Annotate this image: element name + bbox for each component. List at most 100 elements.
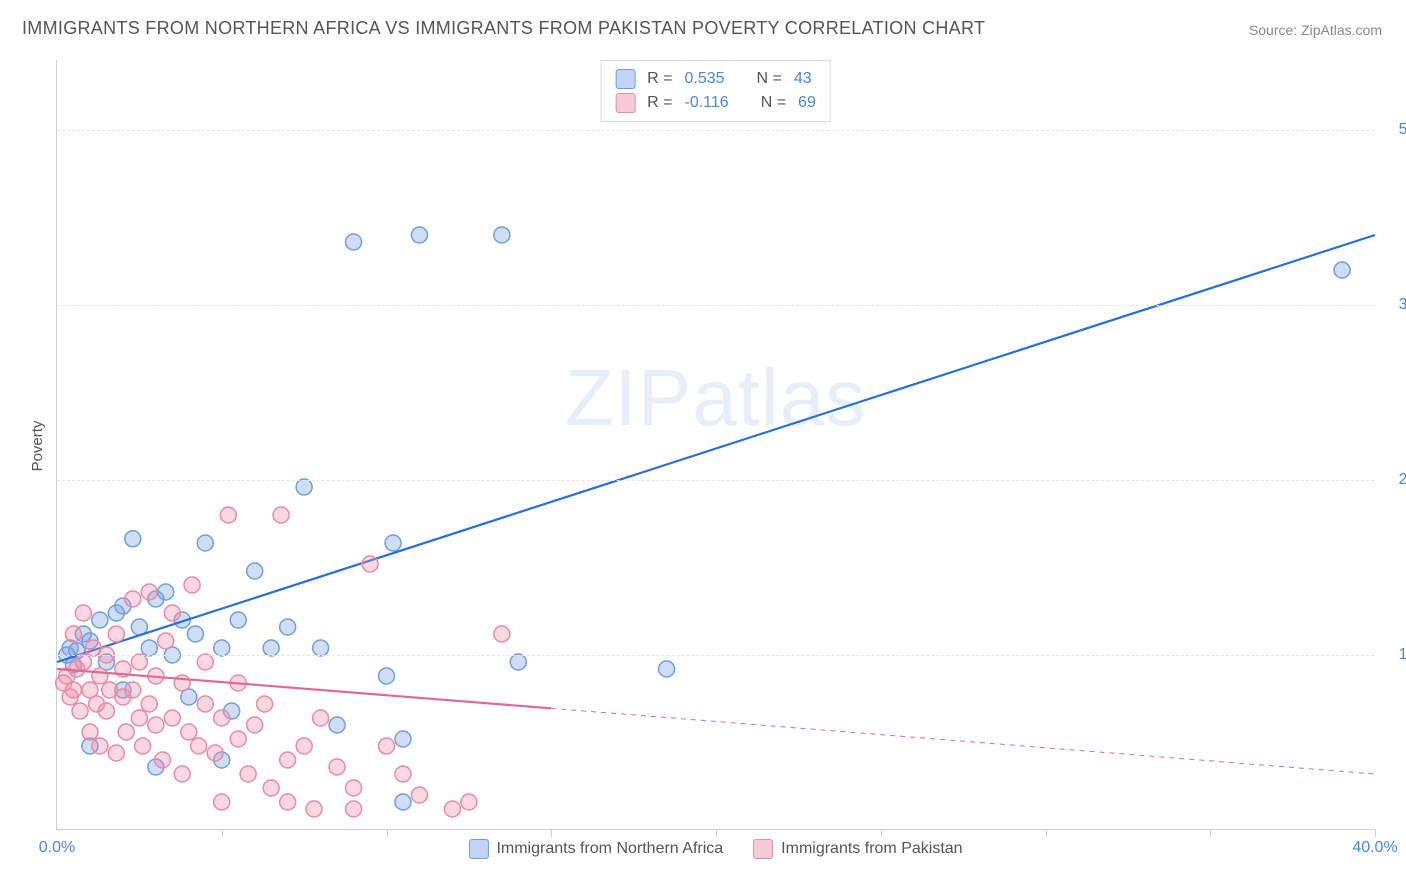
scatter-point [329,717,345,733]
scatter-point [461,794,477,810]
scatter-point [494,227,510,243]
swatch-blue [468,839,488,859]
scatter-point [230,731,246,747]
scatter-point [125,531,141,547]
scatter-point [135,738,151,754]
scatter-point [148,717,164,733]
scatter-point [411,787,427,803]
x-tick-minor [881,829,882,837]
scatter-point [379,738,395,754]
scatter-point [207,745,223,761]
x-tick-minor [1375,829,1376,837]
n-value-2: 69 [798,94,816,112]
r-label: R = [647,70,672,88]
x-tick-minor [1046,829,1047,837]
legend-row-series-2: R = -0.116 N = 69 [615,91,816,115]
scatter-point [379,668,395,684]
y-tick-label: 12.5% [1384,646,1406,664]
scatter-point [158,633,174,649]
n-label: N = [761,94,786,112]
gridline [57,655,1374,656]
scatter-point [214,640,230,656]
scatter-point [1334,262,1350,278]
series-legend: Immigrants from Northern Africa Immigran… [468,839,962,859]
scatter-point [158,584,174,600]
gridline [57,480,1374,481]
x-tick-minor [551,829,552,837]
scatter-point [125,682,141,698]
y-tick-label: 25.0% [1384,471,1406,489]
scatter-point [346,234,362,250]
legend-row-series-1: R = 0.535 N = 43 [615,67,816,91]
swatch-blue [615,69,635,89]
scatter-point [444,801,460,817]
x-tick-minor [387,829,388,837]
scatter-point [118,724,134,740]
scatter-point [75,654,91,670]
scatter-point [131,710,147,726]
scatter-point [141,640,157,656]
scatter-point [82,724,98,740]
scatter-point [141,584,157,600]
scatter-point [263,780,279,796]
y-tick-label: 37.5% [1384,296,1406,314]
scatter-point [154,752,170,768]
scatter-point [510,654,526,670]
scatter-point [280,794,296,810]
gridline [57,305,1374,306]
scatter-point [247,563,263,579]
scatter-point [65,626,81,642]
trend-line [57,235,1375,662]
scatter-point [296,738,312,754]
scatter-point [395,731,411,747]
scatter-point [659,661,675,677]
x-tick-minor [222,829,223,837]
scatter-point [181,724,197,740]
scatter-point [72,703,88,719]
scatter-point [92,738,108,754]
r-label: R = [647,94,672,112]
scatter-point [280,752,296,768]
scatter-point [108,745,124,761]
scatter-point [141,696,157,712]
scatter-point [329,759,345,775]
swatch-pink [615,93,635,113]
scatter-point [108,626,124,642]
scatter-point [395,766,411,782]
scatter-point [164,710,180,726]
scatter-point [197,696,213,712]
correlation-legend: R = 0.535 N = 43 R = -0.116 N = 69 [600,60,831,122]
scatter-point [197,535,213,551]
scatter-point [92,668,108,684]
legend-item-1: Immigrants from Northern Africa [468,839,723,859]
x-tick-label: 40.0% [1352,839,1397,857]
swatch-pink [753,839,773,859]
scatter-point [494,626,510,642]
scatter-point [313,710,329,726]
scatter-point [98,703,114,719]
scatter-point [191,738,207,754]
trend-line-dashed [551,708,1375,774]
scatter-point [263,640,279,656]
scatter-point [174,675,190,691]
n-value-1: 43 [794,70,812,88]
chart-area: ZIPatlas R = 0.535 N = 43 R = -0.116 N =… [56,60,1374,830]
scatter-point [247,717,263,733]
scatter-point [395,794,411,810]
scatter-point [214,794,230,810]
scatter-point [362,556,378,572]
scatter-point [296,479,312,495]
scatter-point [131,654,147,670]
scatter-point [197,654,213,670]
scatter-point [75,605,91,621]
x-tick-minor [1210,829,1211,837]
x-tick-label: 0.0% [39,839,75,857]
scatter-plot [57,60,1374,829]
source-attribution: Source: ZipAtlas.com [1249,22,1382,38]
scatter-point [230,612,246,628]
scatter-point [92,612,108,628]
r-value-2: -0.116 [685,94,729,112]
legend-item-2: Immigrants from Pakistan [753,839,962,859]
scatter-point [257,696,273,712]
scatter-point [65,682,81,698]
